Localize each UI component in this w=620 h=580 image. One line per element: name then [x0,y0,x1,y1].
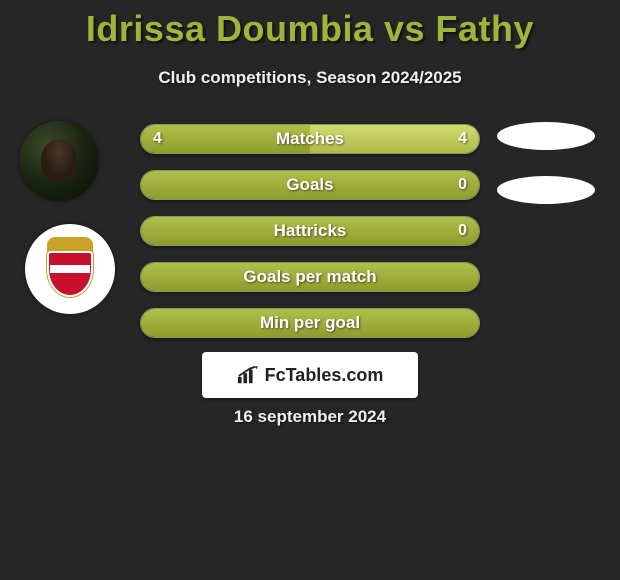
stat-label: Goals per match [141,263,479,291]
stat-value-right: 0 [458,171,467,199]
stat-row: Goals0 [140,170,480,200]
stat-row: Min per goal [140,308,480,338]
club-crest [40,237,100,301]
stat-label: Hattricks [141,217,479,245]
footer-date: 16 september 2024 [0,407,620,427]
stat-row: Hattricks0 [140,216,480,246]
watermark-text: FcTables.com [265,365,384,386]
bars-icon [237,365,259,385]
watermark: FcTables.com [202,352,418,398]
stat-label: Matches [141,125,479,153]
side-oval [497,122,595,150]
stat-row: Matches4 4 [140,124,480,154]
page-subtitle: Club competitions, Season 2024/2025 [0,68,620,88]
stat-value-left: 4 [153,125,162,153]
stats-bars: Matches44Goals0Hattricks0Goals per match… [140,124,480,354]
page-title: Idrissa Doumbia vs Fathy [0,0,620,50]
player-left-avatar [19,121,99,201]
stat-label: Min per goal [141,309,479,337]
stat-value-right: 0 [458,217,467,245]
player-right-avatar [25,224,115,314]
side-oval [497,176,595,204]
stat-label: Goals [141,171,479,199]
stat-value-right: 4 [458,125,467,153]
stat-row: Goals per match [140,262,480,292]
